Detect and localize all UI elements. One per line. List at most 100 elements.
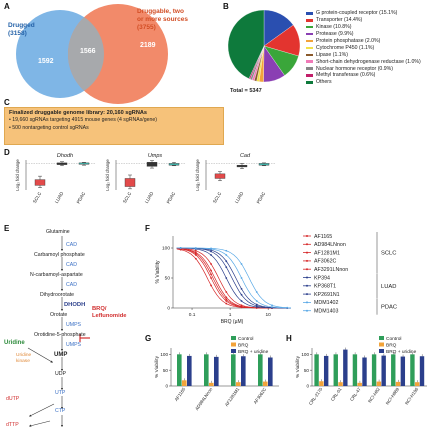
dose-point: [210, 284, 212, 287]
legend-item: Nuclear hormone receptor (0.9%): [306, 65, 432, 72]
dose-point: [225, 254, 228, 256]
legend-marker: [306, 243, 308, 246]
dose-point: [225, 302, 228, 305]
y-tick-label: 100: [301, 352, 309, 357]
dose-point: [255, 300, 258, 302]
legend-marker: [306, 268, 308, 271]
bar: [214, 356, 219, 386]
legend-swatch: [306, 81, 313, 84]
panel-d-label: D: [4, 148, 10, 157]
legend-label: AD984LNnon: [314, 242, 346, 248]
dose-point: [255, 291, 258, 293]
bar: [391, 354, 396, 386]
category-label: LUAD: [144, 190, 155, 204]
category-label: AF1165: [174, 386, 187, 402]
panel-c-label: C: [4, 98, 10, 107]
y-axis-label: % Viability: [295, 355, 301, 378]
legend-group-label: PDAC: [381, 305, 397, 311]
node-ctp: CTP: [55, 408, 66, 414]
dose-point: [210, 263, 212, 265]
dose-point: [210, 254, 212, 256]
dose-point: [194, 251, 197, 254]
node-n-carbamoyl-aspartate: N-carbamoyl-aspartate: [30, 272, 83, 278]
panel-h-label: H: [286, 334, 292, 343]
bar: [362, 357, 367, 386]
legend-label: Transporter (14.4%): [316, 17, 363, 24]
bar: [182, 380, 187, 386]
category-label: PDAC: [256, 190, 267, 204]
legend-swatch: [306, 12, 313, 15]
dose-point: [271, 306, 273, 308]
legend-label: AF3291LNnon: [314, 267, 348, 273]
box: [214, 173, 226, 179]
legend-item: Kinase (10.8%): [306, 24, 432, 31]
category-label: LUAD: [234, 190, 245, 204]
legend-label: Protease (9.9%): [316, 31, 354, 38]
legend-swatch: [231, 336, 236, 340]
legend-swatch: [231, 349, 236, 353]
legend-swatch: [306, 74, 313, 77]
dose-point: [225, 300, 228, 302]
bar: [263, 381, 268, 386]
boxplot-gene-title: Umps: [148, 153, 163, 159]
legend-swatch: [306, 39, 313, 43]
node-dttp: dTTP: [6, 422, 19, 428]
legend-label: Methyl transferase (0.6%): [316, 72, 376, 79]
bar: [381, 355, 386, 386]
enzyme-umps-1: UMPS: [66, 322, 81, 328]
venn-right-count: 2189: [140, 42, 156, 49]
enzyme-cad-3: CAD: [66, 282, 77, 288]
dose-point: [271, 304, 273, 307]
category-label: LUAD: [54, 190, 65, 204]
y-tick-label: 0: [165, 384, 168, 389]
category-label: SCLC: [212, 190, 223, 204]
y-axis-label: Log₂ fold change: [105, 159, 110, 191]
legend-swatch: [306, 53, 313, 57]
legend-swatch: [379, 336, 384, 340]
enzyme-dhodh: DHODH: [64, 302, 86, 308]
category-label: SCLC: [32, 190, 43, 204]
panel-b-label: B: [223, 2, 229, 11]
dose-point: [210, 250, 212, 253]
legend-label: BRQ: [386, 342, 397, 348]
dose-point: [225, 291, 228, 293]
box: [258, 163, 270, 166]
dose-point: [225, 298, 228, 301]
node-ump: UMP: [54, 352, 68, 358]
box: [34, 179, 46, 186]
legend-label: Short-chain dehydrogenase reductase (1.0…: [316, 58, 421, 65]
y-tick-label: 100: [162, 246, 170, 252]
bar: [258, 354, 263, 386]
legend-marker: [306, 301, 308, 304]
bar: [376, 381, 382, 386]
dose-point: [194, 257, 197, 260]
bar: [410, 354, 415, 386]
panel-f-label: F: [145, 224, 150, 233]
dose-curve: [176, 248, 291, 309]
dose-point: [240, 277, 243, 279]
panel-a-label: A: [4, 2, 10, 11]
legend-label: AF3062C: [314, 259, 337, 265]
dose-point: [240, 287, 243, 290]
library-line-1: • 19,660 sgRNAs targeting 4915 mouse gen…: [9, 117, 158, 124]
box: [146, 162, 158, 167]
category-label: CRL-01: [330, 386, 343, 402]
dose-point: [225, 266, 228, 269]
bar: [268, 357, 273, 386]
dose-point: [225, 260, 228, 263]
dose-point: [194, 254, 197, 256]
pie-chart: [227, 9, 301, 83]
bar: [319, 381, 324, 386]
category-label: PDAC: [76, 190, 87, 204]
dose-point: [210, 247, 212, 250]
enzyme-cad-1: CAD: [66, 242, 77, 248]
node-orotate: Orotate: [50, 312, 68, 318]
legend-label: Protein phosphatase (2.0%): [316, 38, 381, 44]
boxplot-panel: Dhodh Log₂ fold change SCLC LUAD PDAC Umps Log…: [15, 153, 276, 205]
node-carbamoyl-phosphate: Carbamoyl phosphate: [34, 252, 85, 258]
y-tick-label: 50: [165, 276, 171, 282]
y-tick-label: 0: [306, 384, 309, 389]
legend-marker: [306, 284, 308, 287]
venn-overlap-count: 1566: [80, 48, 96, 55]
legend-item: G protein-coupled receptor (15.1%): [306, 10, 432, 17]
